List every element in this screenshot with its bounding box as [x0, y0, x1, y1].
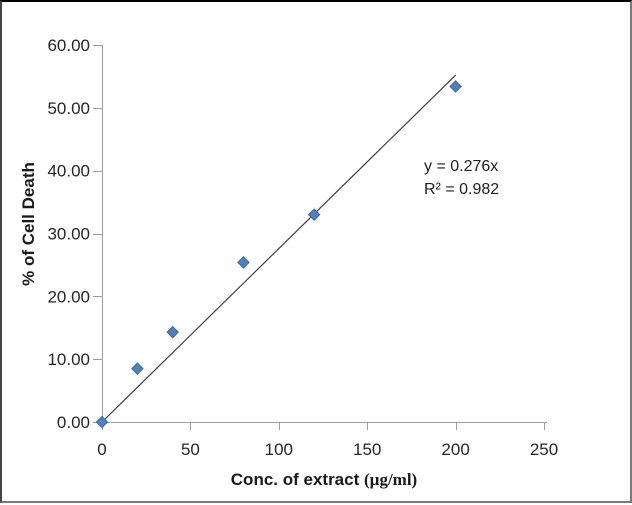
data-point-marker	[449, 80, 462, 93]
y-tick-label: 30.00	[47, 225, 90, 244]
x-tick-label: 150	[353, 440, 381, 459]
data-point-marker	[307, 208, 321, 221]
y-tick-label: 60.00	[47, 36, 90, 55]
x-tick-label: 0	[97, 440, 106, 459]
x-tick-label: 200	[441, 440, 469, 459]
y-tick-label: 40.00	[47, 162, 90, 181]
x-axis-title: Conc. of extract (µg/ml)	[231, 470, 417, 490]
x-tick-label: 50	[181, 440, 200, 459]
data-point-marker	[95, 415, 109, 429]
data-point-marker	[237, 256, 250, 269]
trendline-annotation: y = 0.276x R² = 0.982	[424, 155, 499, 201]
trendline-equation: y = 0.276x	[424, 158, 499, 175]
x-axis-title-unit: (µg/ml)	[363, 470, 418, 489]
x-tick-label: 100	[265, 440, 293, 459]
y-tick-label: 20.00	[47, 287, 90, 306]
y-axis-title: % of Cell Death	[19, 162, 39, 286]
y-tick-label: 0.00	[57, 413, 90, 432]
y-axis-title-text: % of Cell Death	[19, 162, 38, 286]
x-axis-title-text: Conc. of extract	[230, 470, 364, 489]
data-point-marker	[166, 325, 180, 339]
data-point-marker	[131, 362, 144, 375]
y-tick-label: 10.00	[47, 350, 90, 369]
trendline-r-squared: R² = 0.982	[424, 181, 500, 198]
trendline	[101, 74, 457, 423]
x-tick-label: 250	[530, 440, 558, 459]
y-tick-label: 50.00	[47, 99, 90, 118]
